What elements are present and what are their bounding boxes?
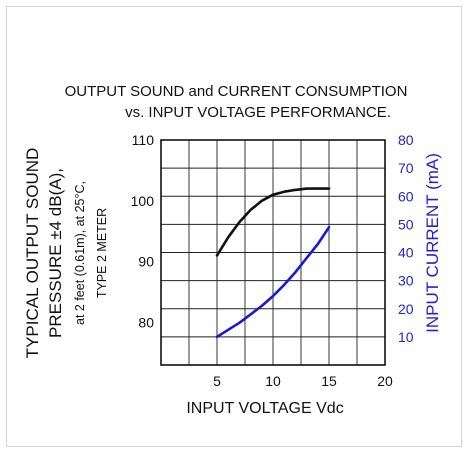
y-tick-label: 80 (138, 314, 154, 330)
y-axis-label-line-3: at 2 feet (0.61m), at 25°C, (73, 181, 87, 325)
y2-axis-label: INPUT CURRENT (mA) (423, 153, 442, 333)
x-tick-label: 20 (377, 373, 393, 389)
y2-tick-label: 60 (398, 188, 414, 204)
chart-frame (6, 6, 462, 447)
y2-tick-label: 30 (398, 273, 414, 289)
y2-tick-label: 80 (398, 132, 414, 148)
current-series-line (215, 225, 331, 339)
tick-layer: 5 10 15 20 80 90 100 110 10 20 30 40 50 60 70 80 (131, 132, 414, 389)
x-tick-label: 15 (321, 373, 337, 389)
y2-tick-label: 50 (398, 216, 414, 232)
grid (161, 140, 385, 365)
y-tick-label: 100 (131, 193, 155, 209)
y2-tick-label: 20 (398, 301, 414, 317)
y2-tick-label: 10 (398, 329, 414, 345)
y2-tick-label: 40 (398, 245, 414, 261)
x-tick-label: 5 (213, 373, 221, 389)
y-axis-label-line-1: TYPICAL OUTPUT SOUND (23, 148, 42, 359)
x-tick-label: 10 (265, 373, 281, 389)
y2-tick-label: 70 (398, 160, 414, 176)
plot-border (160, 139, 386, 366)
sound-series-line (215, 187, 331, 257)
y-axis-label-line-2: PRESSURE ±4 dB(A), (46, 168, 65, 338)
y-tick-label: 110 (132, 132, 155, 148)
chart-title-line-2: vs. INPUT VOLTAGE PERFORMANCE. (125, 104, 391, 121)
series-layer (215, 187, 331, 339)
chart-title-line-1: OUTPUT SOUND and CURRENT CONSUMPTION (65, 83, 408, 100)
y-axis-label-line-4: TYPE 2 METER (95, 208, 109, 298)
x-axis-label: INPUT VOLTAGE Vdc (186, 400, 343, 417)
y-tick-label: 90 (138, 254, 154, 270)
